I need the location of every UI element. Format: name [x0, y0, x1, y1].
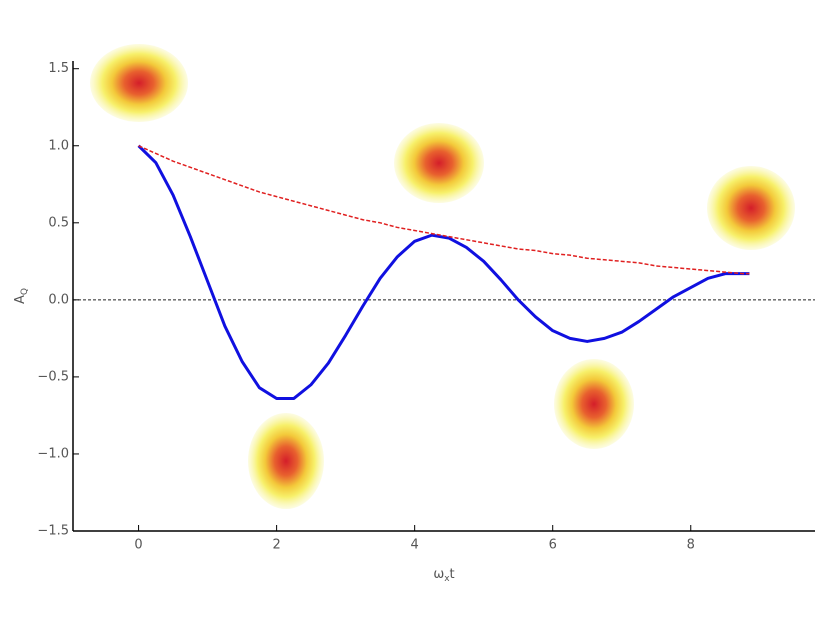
blobs — [90, 44, 795, 509]
blob — [90, 44, 188, 122]
y-tick-label: −1.0 — [37, 446, 69, 461]
x-tick-label: 6 — [549, 538, 557, 553]
x-tick-label: 0 — [134, 538, 142, 553]
blob — [554, 359, 634, 449]
blob — [707, 166, 795, 250]
y-label-sub: Q — [20, 288, 30, 295]
x-tick-label: 8 — [687, 538, 695, 553]
series-line — [138, 145, 750, 275]
x-axis-label: ωxt — [433, 567, 454, 584]
blob — [248, 413, 324, 509]
y-axis-label: AQ — [13, 288, 30, 304]
x-tick-label: 2 — [272, 538, 280, 553]
blob — [394, 123, 484, 203]
x-label-main: ω — [433, 567, 444, 582]
y-tick-label: 0.0 — [48, 292, 69, 307]
series-line — [137, 144, 750, 400]
y-tick-label: −1.5 — [37, 524, 69, 539]
y-tick-label: 1.0 — [48, 138, 69, 153]
y-tick-label: −0.5 — [37, 369, 69, 384]
y-tick-label: 1.5 — [48, 61, 69, 76]
x-label-sub: x — [444, 574, 450, 584]
y-tick-label: 0.5 — [48, 215, 69, 230]
y-label-main: A — [13, 295, 28, 304]
x-tick-label: 4 — [411, 538, 419, 553]
x-label-tail: t — [450, 567, 455, 582]
